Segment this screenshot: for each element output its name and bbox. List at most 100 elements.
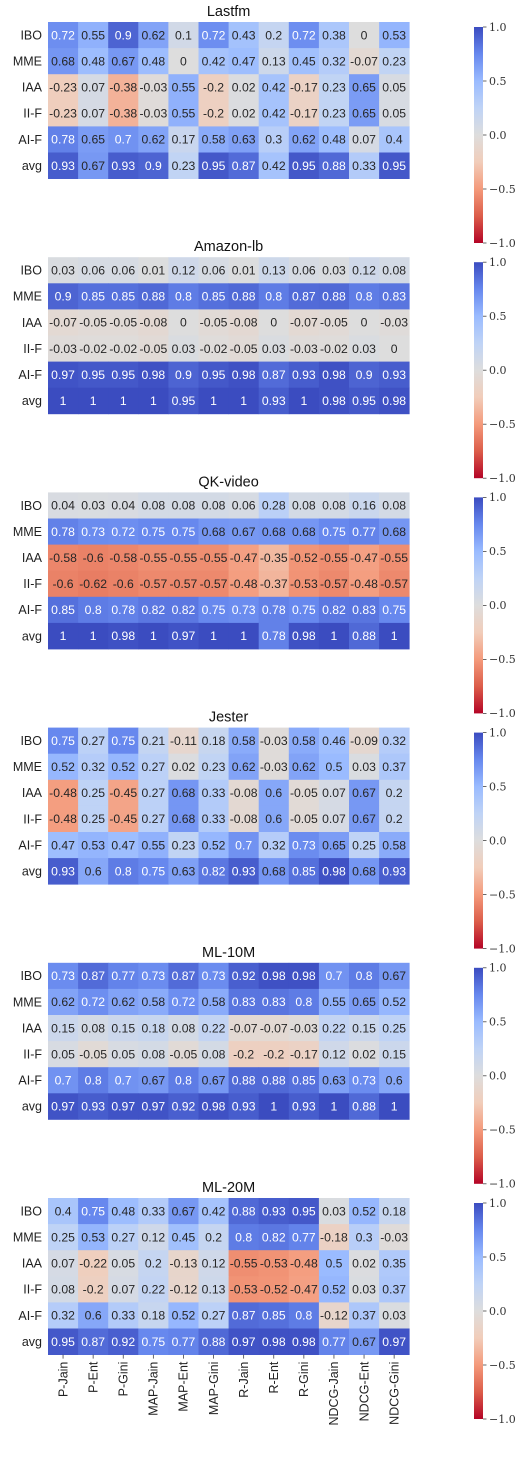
row-label: II-F bbox=[23, 1047, 42, 1061]
heatmap-cell bbox=[138, 779, 169, 807]
heatmap-cell bbox=[198, 779, 229, 807]
cell-value-label: 0.02 bbox=[172, 760, 196, 774]
row-label: II-F bbox=[23, 577, 42, 591]
heatmap-cell bbox=[288, 1198, 320, 1225]
heatmap-cell bbox=[349, 335, 380, 362]
heatmap-cell bbox=[198, 544, 229, 572]
cell-value-label: 0.88 bbox=[322, 290, 346, 304]
colorbar-tick-label: −0.5 bbox=[489, 888, 516, 901]
heatmap-cell bbox=[168, 48, 199, 75]
heatmap-cell bbox=[198, 387, 229, 415]
heatmap-cell bbox=[349, 1015, 380, 1042]
heatmap-cell bbox=[379, 544, 410, 572]
cell-value-label: 0.23 bbox=[382, 54, 406, 68]
heatmap-cell bbox=[288, 100, 320, 127]
cell-value-label: 0.73 bbox=[51, 969, 75, 983]
heatmap-cell bbox=[318, 753, 350, 781]
heatmap-cell bbox=[48, 361, 79, 389]
heatmap-cell bbox=[349, 544, 380, 572]
heatmap-cell bbox=[349, 622, 380, 650]
colorbar-tick-label: 1.0 bbox=[489, 256, 507, 269]
cell-value-label: 0.2 bbox=[205, 1230, 222, 1244]
heatmap-cell bbox=[288, 727, 320, 755]
cell-value-label: 0.98 bbox=[322, 394, 346, 408]
cell-value-label: 0.95 bbox=[81, 368, 105, 382]
heatmap-cell bbox=[379, 779, 410, 807]
colorbar bbox=[474, 497, 483, 714]
heatmap-cell bbox=[318, 518, 350, 545]
heatmap-cell bbox=[168, 570, 199, 598]
heatmap-cell bbox=[138, 727, 169, 755]
heatmap-cell bbox=[379, 1302, 410, 1329]
cell-value-label: 0.27 bbox=[141, 760, 165, 774]
heatmap-cell bbox=[228, 492, 260, 519]
heatmap-cell bbox=[288, 48, 320, 75]
heatmap-cell bbox=[78, 335, 109, 362]
heatmap-cell bbox=[349, 805, 380, 833]
cell-value-label: 0.88 bbox=[352, 629, 376, 643]
heatmap-cell bbox=[379, 257, 410, 284]
heatmap-cell bbox=[228, 753, 260, 781]
heatmap-cell bbox=[198, 727, 229, 755]
heatmap-cell bbox=[108, 518, 139, 545]
cell-value-label: 0.93 bbox=[382, 368, 406, 382]
row-label: IAA bbox=[22, 786, 43, 800]
heatmap-cell bbox=[258, 753, 290, 781]
cell-value-label: 0.98 bbox=[262, 1335, 286, 1349]
heatmap-cell bbox=[379, 727, 410, 755]
heatmap-cell bbox=[168, 544, 199, 572]
row-label: avg bbox=[22, 1335, 42, 1349]
cell-value-label: 0.42 bbox=[202, 54, 226, 68]
heatmap-cell bbox=[258, 335, 290, 362]
heatmap-cell bbox=[228, 1041, 260, 1068]
heatmap-cell bbox=[48, 1015, 79, 1042]
cell-value-label: -0.03 bbox=[139, 107, 167, 121]
cell-value-label: 0.33 bbox=[202, 812, 226, 826]
heatmap-cell bbox=[138, 335, 169, 362]
heatmap-cell bbox=[349, 126, 380, 153]
cell-value-label: 0.78 bbox=[51, 133, 75, 147]
cell-value-label: 0.33 bbox=[141, 1204, 165, 1218]
cell-value-label: -0.03 bbox=[139, 80, 167, 94]
cell-value-label: -0.17 bbox=[290, 107, 318, 121]
cell-value-label: 0.48 bbox=[81, 54, 105, 68]
heatmap-cell bbox=[198, 518, 229, 545]
cell-value-label: -0.05 bbox=[170, 1047, 198, 1061]
cell-value-label: 0.08 bbox=[292, 499, 316, 513]
cell-value-label: 0.23 bbox=[172, 159, 196, 173]
cell-value-label: 0.08 bbox=[141, 499, 165, 513]
cell-value-label: 0.2 bbox=[265, 28, 282, 42]
heatmap-cell bbox=[228, 622, 260, 650]
cell-value-label: 0 bbox=[361, 28, 368, 42]
cell-value-label: 0.06 bbox=[202, 263, 226, 277]
heatmap-cell bbox=[379, 962, 410, 990]
colorbar bbox=[474, 27, 483, 243]
heatmap-cell bbox=[108, 335, 139, 362]
heatmap-cell bbox=[349, 596, 380, 624]
heatmap-cell bbox=[138, 622, 169, 650]
cell-value-label: 0.43 bbox=[232, 28, 256, 42]
cell-value-label: 0.7 bbox=[115, 133, 132, 147]
cell-value-label: -0.03 bbox=[380, 316, 408, 330]
heatmap-cell bbox=[258, 727, 290, 755]
heatmap-cell bbox=[48, 74, 79, 101]
cell-value-label: 0.55 bbox=[81, 28, 105, 42]
cell-value-label: 0.17 bbox=[172, 133, 196, 147]
cell-value-label: 0.03 bbox=[51, 263, 75, 277]
heatmap-cell bbox=[258, 283, 290, 310]
colorbar-tick-label: 0.5 bbox=[489, 545, 507, 558]
heatmap-cell bbox=[108, 727, 139, 755]
cell-value-label: -0.48 bbox=[290, 1256, 318, 1270]
heatmap-cell bbox=[168, 1250, 199, 1277]
row-label: MME bbox=[13, 760, 42, 774]
heatmap-cell bbox=[288, 309, 320, 336]
heatmap-cell bbox=[228, 74, 260, 101]
heatmap-cell bbox=[138, 1067, 169, 1094]
heatmap-cell bbox=[349, 1067, 380, 1094]
cell-value-label: 0.78 bbox=[262, 603, 286, 617]
cell-value-label: -0.47 bbox=[290, 1283, 318, 1297]
heatmap-cell bbox=[379, 1198, 410, 1225]
cell-value-label: 0.6 bbox=[85, 864, 102, 878]
heatmap-cell bbox=[379, 335, 410, 362]
cell-value-label: 0.67 bbox=[81, 159, 105, 173]
